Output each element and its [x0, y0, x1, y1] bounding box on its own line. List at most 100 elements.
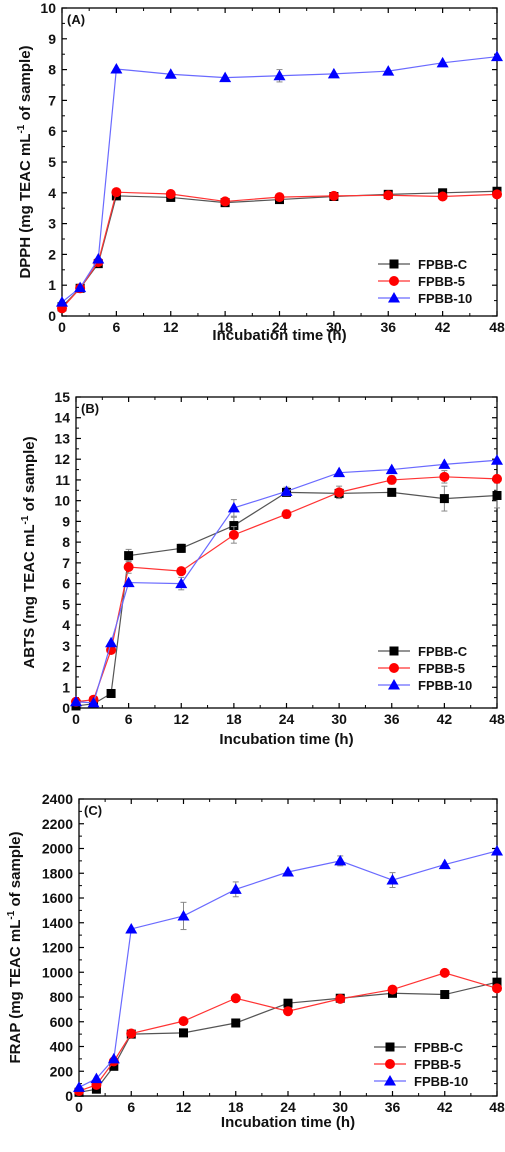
data-point	[227, 501, 240, 513]
data-point	[492, 189, 502, 200]
data-point	[107, 1052, 120, 1064]
data-point	[492, 473, 502, 484]
data-point	[70, 695, 82, 707]
legend-marker	[389, 259, 399, 269]
data-point	[111, 187, 122, 198]
legend-marker	[385, 1059, 395, 1069]
x-tick-label: 36	[384, 711, 400, 727]
y-tick-label: 1	[48, 277, 56, 293]
x-tick-label: 12	[173, 711, 189, 727]
y-tick-label: 200	[50, 1063, 74, 1079]
y-tick-label: 4	[48, 185, 56, 201]
data-point	[274, 192, 285, 203]
y-tick-label: 800	[50, 989, 74, 1005]
data-point	[436, 56, 449, 68]
y-tick-label: 1400	[42, 915, 73, 931]
data-point	[281, 509, 292, 520]
data-point	[386, 474, 397, 485]
data-point	[382, 65, 395, 76]
y-axis-title-main: ABTS (mg TEAC mL	[21, 524, 38, 668]
y-tick-label: 5	[48, 154, 56, 170]
y-tick-label: 7	[62, 555, 70, 571]
data-point	[228, 529, 239, 540]
data-point	[492, 490, 502, 500]
data-point	[179, 1028, 188, 1038]
y-tick-label: 1800	[42, 865, 73, 881]
y-tick-label: 0	[65, 1088, 73, 1104]
x-tick-label: 18	[217, 319, 233, 335]
data-point	[334, 854, 347, 866]
data-point	[106, 688, 116, 698]
y-tick-label: 3	[62, 638, 70, 654]
y-axis-title-tail: of sample)	[7, 832, 24, 911]
panel-label: (A)	[67, 12, 85, 27]
data-point	[229, 521, 239, 531]
data-point	[491, 844, 503, 856]
data-point	[283, 998, 293, 1008]
data-point	[124, 551, 134, 561]
chart-panel-c: 0 200 400 600 800 1000 1200 1400 1600 1800 2000 220…	[6, 791, 505, 1131]
data-point	[92, 253, 105, 264]
y-tick-label: 2400	[42, 791, 73, 807]
x-tick-label: 6	[127, 1099, 135, 1115]
y-axis-title-tail: of sample)	[21, 436, 38, 515]
legend-marker	[389, 663, 399, 673]
data-point	[74, 281, 87, 293]
x-tick-label: 30	[332, 1099, 348, 1115]
data-point	[280, 485, 293, 496]
x-axis-title: Incubation time (h)	[212, 327, 346, 344]
legend-label: FPBB-5	[418, 661, 465, 676]
data-point	[282, 866, 294, 877]
y-axis-title-superscript: -1	[16, 124, 27, 133]
data-point	[492, 977, 502, 987]
data-point	[56, 296, 68, 307]
y-tick-label: 1600	[42, 890, 73, 906]
x-tick-label: 30	[331, 711, 347, 727]
data-point	[334, 487, 345, 498]
data-point	[387, 487, 397, 497]
y-tick-label: 10	[54, 493, 70, 509]
data-point	[439, 967, 450, 978]
x-tick-label: 48	[489, 319, 505, 335]
data-point	[176, 566, 187, 577]
x-tick-label: 24	[272, 319, 288, 335]
data-point	[219, 71, 232, 83]
x-tick-label: 36	[385, 1099, 401, 1115]
data-point	[231, 1018, 241, 1028]
data-point	[383, 190, 394, 201]
legend: FPBB-C FPBB-5 FPBB-10	[378, 257, 472, 306]
y-tick-label: 4	[62, 617, 70, 633]
y-axis-title-tail: of sample)	[17, 45, 34, 124]
x-tick-label: 42	[437, 1099, 453, 1115]
data-point	[437, 191, 448, 202]
data-point	[328, 190, 339, 201]
y-axis-title: FRAP (mg TEAC mL-1 of sample)	[6, 832, 24, 1064]
data-point	[105, 636, 118, 648]
data-point	[439, 471, 450, 482]
x-tick-label: 42	[437, 711, 453, 727]
y-tick-label: 14	[54, 410, 70, 426]
y-tick-label: 2	[62, 659, 70, 675]
y-tick-label: 2200	[42, 816, 73, 832]
y-tick-label: 3	[48, 216, 56, 232]
y-tick-label: 0	[62, 700, 70, 716]
y-tick-label: 9	[48, 31, 56, 47]
data-point	[492, 983, 502, 994]
data-point	[178, 1016, 189, 1027]
y-tick-label: 1200	[42, 940, 73, 956]
y-tick-label: 13	[54, 430, 70, 446]
data-point	[125, 922, 138, 934]
x-tick-label: 12	[176, 1099, 192, 1115]
legend: FPBB-C FPBB-5 FPBB-10	[378, 644, 472, 693]
data-point	[110, 62, 123, 74]
data-point	[333, 466, 346, 478]
x-tick-label: 12	[163, 319, 179, 335]
x-tick-label: 0	[75, 1099, 83, 1115]
data-point	[122, 576, 135, 588]
y-tick-label: 1000	[42, 964, 73, 980]
x-tick-label: 24	[279, 711, 295, 727]
legend-label: FPBB-10	[418, 291, 472, 306]
